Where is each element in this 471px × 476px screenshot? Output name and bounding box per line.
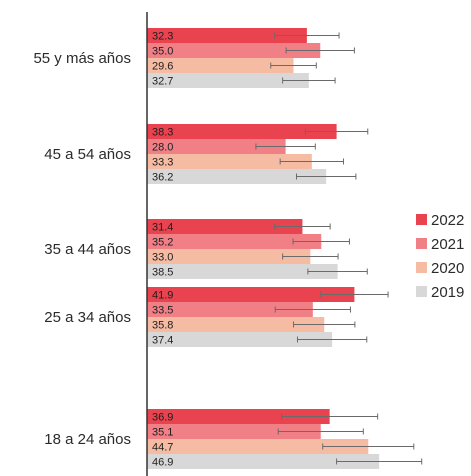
legend-label: 2021 [431, 236, 464, 253]
bar [147, 439, 369, 454]
value-label: 28.0 [152, 142, 173, 154]
value-label: 33.5 [152, 305, 173, 317]
bar [147, 454, 380, 469]
value-label: 36.2 [152, 172, 173, 184]
value-label: 31.4 [152, 222, 173, 234]
bar [147, 409, 330, 424]
category-label: 18 a 24 años [44, 431, 131, 448]
value-label: 33.0 [152, 252, 173, 264]
value-label: 35.8 [152, 320, 173, 332]
bar [147, 124, 337, 139]
legend-swatch [416, 214, 427, 225]
value-label: 46.9 [152, 457, 173, 469]
bar [147, 302, 313, 317]
legend-swatch [416, 262, 427, 273]
category-label: 55 y más años [33, 50, 131, 67]
bar [147, 43, 321, 58]
legend-label: 2019 [431, 284, 464, 301]
category-label: 35 a 44 años [44, 241, 131, 258]
bar [147, 264, 338, 279]
bar [147, 28, 307, 43]
bar [147, 73, 309, 88]
bar [147, 58, 294, 73]
value-label: 35.0 [152, 46, 173, 58]
legend-swatch [416, 238, 427, 249]
value-label: 35.2 [152, 237, 173, 249]
value-label: 38.3 [152, 127, 173, 139]
value-label: 32.7 [152, 76, 173, 88]
bar [147, 287, 355, 302]
value-label: 36.9 [152, 412, 173, 424]
legend-swatch [416, 286, 427, 297]
bar [147, 169, 327, 184]
bar [147, 219, 303, 234]
bar [147, 154, 312, 169]
value-label: 29.6 [152, 61, 173, 73]
bar [147, 234, 322, 249]
value-label: 33.3 [152, 157, 173, 169]
bar [147, 424, 321, 439]
value-label: 35.1 [152, 427, 173, 439]
legend-label: 2022 [431, 212, 464, 229]
bar [147, 249, 311, 264]
legend-label: 2020 [431, 260, 464, 277]
value-label: 38.5 [152, 267, 173, 279]
value-label: 37.4 [152, 335, 173, 347]
category-label: 45 a 54 años [44, 146, 131, 163]
bar [147, 332, 333, 347]
value-label: 32.3 [152, 31, 173, 43]
value-label: 44.7 [152, 442, 173, 454]
bar [147, 139, 286, 154]
value-label: 41.9 [152, 290, 173, 302]
bar [147, 317, 325, 332]
category-label: 25 a 34 años [44, 309, 131, 326]
